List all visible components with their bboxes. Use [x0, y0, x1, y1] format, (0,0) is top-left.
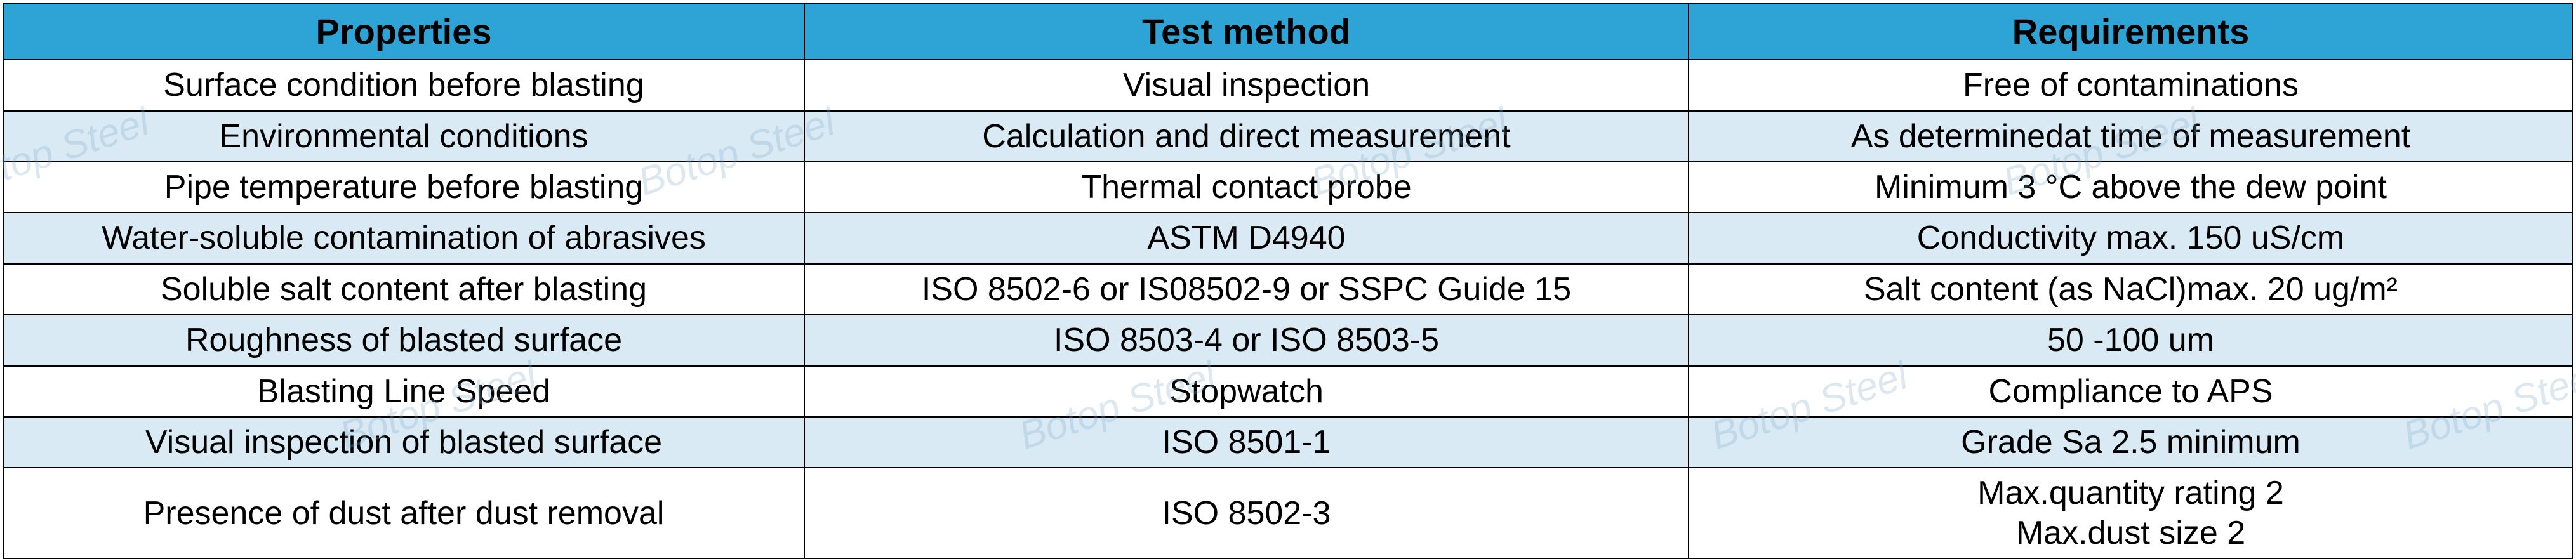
cell-property: Surface condition before blasting — [3, 60, 804, 110]
table-row: Water-soluble contamination of abrasives… — [3, 213, 2573, 263]
cell-property: Blasting Line Speed — [3, 366, 804, 417]
cell-test-method: Thermal contact probe — [804, 162, 1689, 213]
cell-requirement: Salt content (as NaCl)max. 20 ug/m² — [1689, 264, 2573, 315]
cell-property: Roughness of blasted surface — [3, 315, 804, 365]
table-row: Blasting Line Speed Stopwatch Compliance… — [3, 366, 2573, 417]
cell-test-method: ISO 8502-6 or IS08502-9 or SSPC Guide 15 — [804, 264, 1689, 315]
cell-requirement: 50 -100 um — [1689, 315, 2573, 365]
cell-test-method: ISO 8501-1 — [804, 417, 1689, 468]
table-row: Visual inspection of blasted surface ISO… — [3, 417, 2573, 468]
cell-requirement: Compliance to APS — [1689, 366, 2573, 417]
cell-property: Presence of dust after dust removal — [3, 468, 804, 558]
table-row: Pipe temperature before blasting Thermal… — [3, 162, 2573, 213]
col-header-test-method: Test method — [804, 3, 1689, 60]
cell-requirement: Max.quantity rating 2 Max.dust size 2 — [1689, 468, 2573, 558]
col-header-properties: Properties — [3, 3, 804, 60]
cell-requirement: Free of contaminations — [1689, 60, 2573, 110]
cell-requirement: Conductivity max. 150 uS/cm — [1689, 213, 2573, 263]
cell-test-method: Visual inspection — [804, 60, 1689, 110]
cell-requirement: As determinedat time of measurement — [1689, 111, 2573, 162]
cell-test-method: ISO 8503-4 or ISO 8503-5 — [804, 315, 1689, 365]
table-row: Environmental conditions Calculation and… — [3, 111, 2573, 162]
table-row: Presence of dust after dust removal ISO … — [3, 468, 2573, 558]
table-header-row: Properties Test method Requirements — [3, 3, 2573, 60]
cell-property: Pipe temperature before blasting — [3, 162, 804, 213]
spec-table: Properties Test method Requirements Surf… — [3, 3, 2573, 559]
cell-property: Water-soluble contamination of abrasives — [3, 213, 804, 263]
cell-test-method: ASTM D4940 — [804, 213, 1689, 263]
cell-property: Soluble salt content after blasting — [3, 264, 804, 315]
cell-requirement: Minimum 3 °C above the dew point — [1689, 162, 2573, 213]
col-header-requirements: Requirements — [1689, 3, 2573, 60]
table-row: Roughness of blasted surface ISO 8503-4 … — [3, 315, 2573, 365]
cell-requirement: Grade Sa 2.5 minimum — [1689, 417, 2573, 468]
table-row: Soluble salt content after blasting ISO … — [3, 264, 2573, 315]
cell-property: Environmental conditions — [3, 111, 804, 162]
cell-test-method: Stopwatch — [804, 366, 1689, 417]
cell-property: Visual inspection of blasted surface — [3, 417, 804, 468]
cell-test-method: Calculation and direct measurement — [804, 111, 1689, 162]
cell-test-method: ISO 8502-3 — [804, 468, 1689, 558]
table-row: Surface condition before blasting Visual… — [3, 60, 2573, 110]
